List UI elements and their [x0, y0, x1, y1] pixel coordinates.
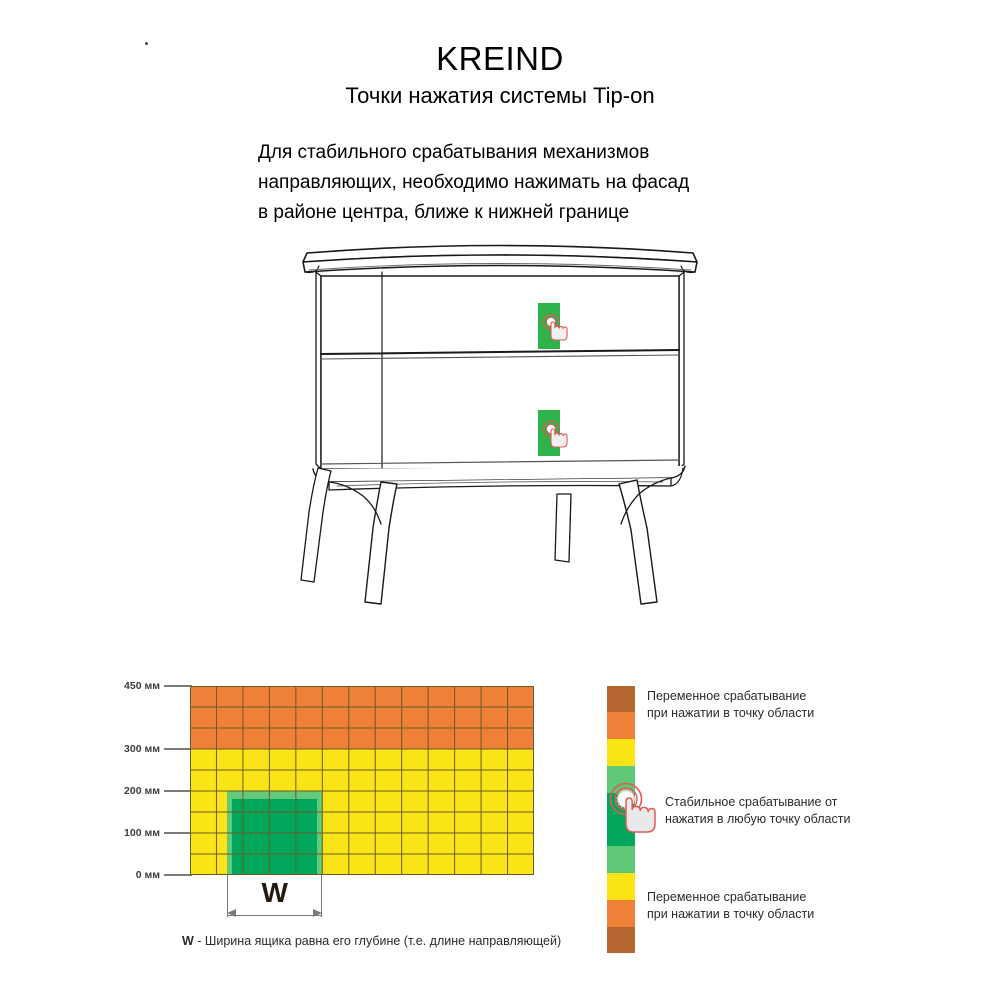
axis-tick-line: [164, 874, 192, 876]
legend: Переменное срабатывание при нажатии в точ…: [607, 686, 907, 953]
width-caption: W - Ширина ящика равна его глубине (т.е.…: [182, 934, 561, 948]
tap-point-lower-drawer: [538, 410, 568, 456]
legend-band: [607, 686, 635, 712]
header: KREIND Точки нажатия системы Tip-on: [0, 40, 1000, 111]
extension-line-left: [227, 875, 229, 917]
legend-band: [607, 712, 635, 739]
axis-tick-label: 100 мм: [124, 827, 160, 839]
axis-tick-label: 450 мм: [124, 680, 160, 692]
legend-band: [607, 900, 635, 927]
axis-tick-line: [164, 790, 192, 792]
arrow-right-icon: [313, 909, 323, 917]
caption-bold-w: W: [182, 934, 194, 948]
page-speck-artifact: [145, 42, 148, 45]
axis-tick-line: [164, 832, 192, 834]
hand-tap-icon: [542, 311, 572, 343]
legend-band: [607, 873, 635, 900]
axis-tick-label: 0 мм: [135, 869, 160, 881]
arrow-left-icon: [227, 909, 237, 917]
dimension-label-w: W: [261, 877, 288, 908]
legend-entry-variable-top: Переменное срабатывание при нажатии в точ…: [647, 688, 814, 722]
grid-lines: [190, 686, 534, 875]
legend-entry-variable-bottom: Переменное срабатывание при нажатии в точ…: [647, 889, 814, 923]
legend-entry-line1: Стабильное срабатывание от: [665, 795, 838, 809]
brand-title: KREIND: [436, 40, 564, 77]
intro-line-3: в районе центра, ближе к нижней границе: [258, 202, 630, 223]
legend-entry-line1: Переменное срабатывание: [647, 890, 807, 904]
intro-line-1: Для стабильного срабатывания механизмов: [258, 142, 650, 163]
caption-text: - Ширина ящика равна его глубине (т.е. д…: [193, 934, 562, 948]
legend-entry-line2: при нажатии в точку области: [647, 706, 815, 720]
tap-point-upper-drawer: [538, 303, 568, 349]
page-title: Точки нажатия системы Tip-on: [345, 83, 655, 108]
legend-band: [607, 927, 635, 953]
hand-tap-icon: [609, 780, 661, 842]
axis-tick-line: [164, 685, 192, 687]
intro-paragraph: Для стабильного срабатывания механизмов …: [258, 138, 778, 228]
legend-entry-stable-middle: Стабильное срабатывание от нажатия в любу…: [665, 794, 850, 828]
legend-entry-line2: нажатия в любую точку области: [665, 812, 851, 826]
dimension-line: [227, 915, 323, 916]
legend-band: [607, 846, 635, 873]
nightstand-illustration: [285, 228, 715, 608]
extension-line-right: [321, 875, 323, 917]
pressure-zone-grid: [190, 686, 534, 875]
axis-tick-line: [164, 748, 192, 750]
axis-tick-label: 300 мм: [124, 743, 160, 755]
hand-tap-icon: [542, 418, 572, 450]
legend-band: [607, 739, 635, 766]
axis-tick-label: 200 мм: [124, 785, 160, 797]
width-dimension: [227, 875, 323, 923]
y-axis: 450 мм 300 мм 200 мм 100 мм 0 мм: [120, 676, 192, 886]
legend-entry-line1: Переменное срабатывание: [647, 689, 807, 703]
intro-line-2: направляющих, необходимо нажимать на фас…: [258, 172, 690, 193]
legend-entry-line2: при нажатии в точку области: [647, 907, 815, 921]
zone-band-orange: [190, 686, 534, 749]
